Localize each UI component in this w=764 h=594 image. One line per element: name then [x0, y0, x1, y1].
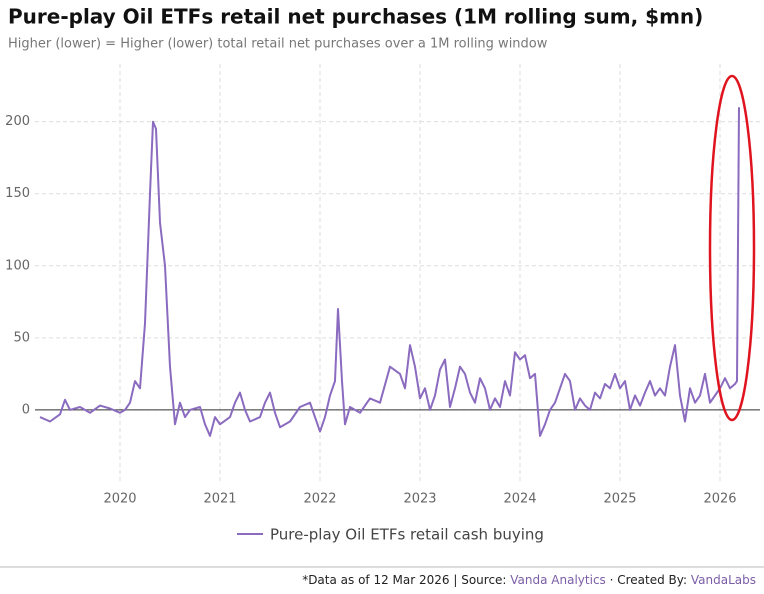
- x-tick-label: 2025: [603, 492, 636, 507]
- footer-link: Vanda Analytics: [510, 573, 606, 587]
- plot: 2020 2021 2022 2023 2024 2025 2026 0 50 100 150 200: [5, 64, 760, 507]
- y-tick-label: 100: [5, 258, 30, 273]
- y-tick-label: 50: [13, 330, 30, 345]
- x-tick-label: 2026: [703, 492, 736, 507]
- data-line: [39, 107, 740, 437]
- footer-link: VandaLabs: [691, 573, 756, 587]
- highlight-ellipse: [708, 74, 756, 422]
- x-tick-label: 2021: [203, 492, 236, 507]
- y-tick-label: 150: [5, 186, 30, 201]
- chart-subtitle: Higher (lower) = Higher (lower) total re…: [8, 37, 548, 52]
- x-tick-label: 2020: [103, 492, 136, 507]
- x-tick-label: 2023: [403, 492, 436, 507]
- legend-label: Pure-play Oil ETFs retail cash buying: [270, 526, 544, 544]
- x-tick-label: 2022: [303, 492, 336, 507]
- footer-text: *Data as of 12 Mar 2026 | Source:: [302, 573, 510, 587]
- chart-title: Pure-play Oil ETFs retail net purchases …: [8, 5, 703, 29]
- footer-text: · Created By:: [606, 573, 691, 587]
- y-tick-label: 0: [22, 402, 30, 417]
- x-tick-label: 2024: [503, 492, 536, 507]
- y-tick-label: 200: [5, 114, 30, 129]
- footer: *Data as of 12 Mar 2026 | Source: Vanda …: [302, 573, 756, 587]
